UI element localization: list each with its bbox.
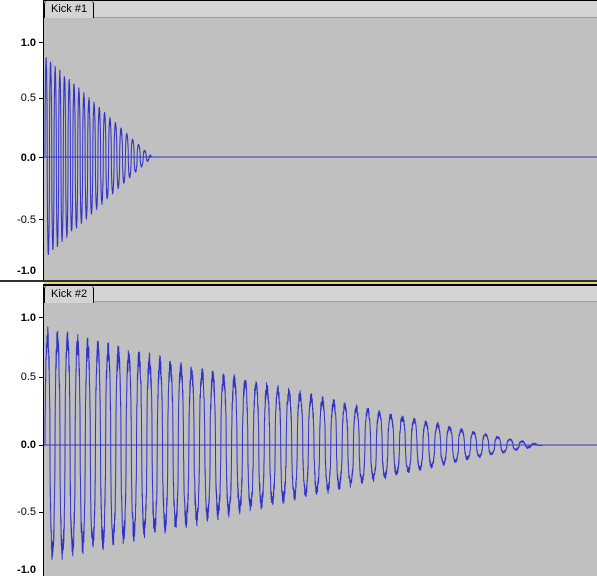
scale-label-zero: 0.0: [20, 439, 36, 451]
audio-clip[interactable]: Kick #1: [44, 0, 597, 284]
clip-header[interactable]: Kick #1: [44, 0, 597, 18]
tick-mark: [39, 157, 43, 158]
scale-label-zero: 0.0: [20, 152, 36, 164]
track-kick-1[interactable]: 1.0 0.5 0.0 -0.5 -1.0 Kick #1: [0, 0, 597, 284]
clip-header[interactable]: Kick #2: [44, 284, 597, 303]
track-kick-2[interactable]: 1.0 0.5 0.0 -0.5 -1.0 Kick #2: [0, 284, 597, 576]
tick-mark: [39, 219, 43, 220]
scale-label-half: 0.5: [20, 371, 36, 383]
waveform: [44, 57, 597, 255]
waveform-trace: [44, 57, 153, 255]
clip-name[interactable]: Kick #1: [44, 1, 95, 18]
scale-label-neg-half: -0.5: [17, 214, 36, 226]
tick-mark: [39, 98, 43, 99]
clip-name[interactable]: Kick #2: [44, 286, 95, 303]
tick-mark: [39, 42, 43, 43]
scale-label-bottom: -1.0: [17, 265, 36, 277]
waveform-trace: [44, 326, 544, 560]
scale-label-bottom: -1.0: [17, 564, 36, 576]
scale-label-neg-half: -0.5: [17, 506, 36, 518]
audio-clip[interactable]: Kick #2: [44, 284, 597, 576]
tick-mark: [39, 377, 43, 378]
tick-mark: [39, 512, 43, 513]
scale-label-half: 0.5: [20, 92, 36, 104]
amplitude-ruler: 1.0 0.5 0.0 -0.5 -1.0: [0, 284, 44, 576]
waveform: [44, 326, 597, 560]
track-separator-accent: [44, 282, 597, 284]
amplitude-ruler: 1.0 0.5 0.0 -0.5 -1.0: [0, 0, 44, 284]
ruler-edge: [43, 0, 44, 284]
tick-mark: [39, 317, 43, 318]
scale-label-top: 1.0: [20, 37, 36, 49]
scale-label-top: 1.0: [20, 312, 36, 324]
ruler-edge: [43, 284, 44, 576]
tick-mark: [39, 445, 43, 446]
